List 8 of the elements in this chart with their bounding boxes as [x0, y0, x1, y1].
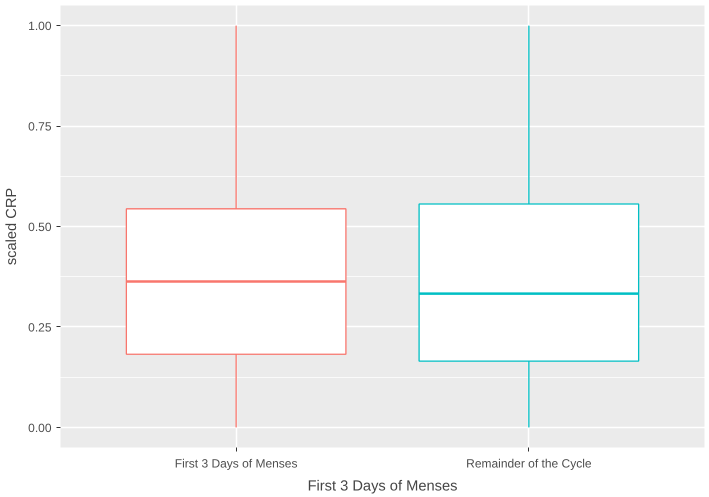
- x-axis-title: First 3 Days of Menses: [308, 478, 458, 494]
- y-tick-label: 0.25: [28, 320, 52, 334]
- y-tick-label: 0.00: [28, 420, 52, 435]
- y-tick-label: 0.75: [28, 120, 52, 134]
- x-tick-label: Remainder of the Cycle: [466, 456, 592, 470]
- y-axis-title: scaled CRP: [4, 188, 20, 266]
- y-tick-label: 0.50: [28, 220, 52, 234]
- y-tick-label: 1.00: [28, 19, 52, 34]
